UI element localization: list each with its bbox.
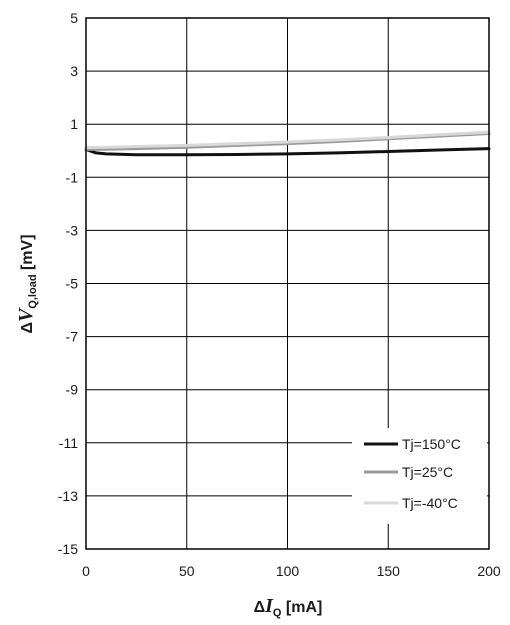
- y-tick-label: -15: [58, 541, 78, 557]
- x-tick-label: 50: [179, 563, 195, 579]
- x-tick-label: 0: [82, 563, 90, 579]
- x-tick-label: 200: [477, 563, 501, 579]
- x-tick-label: 150: [377, 563, 401, 579]
- y-tick-label: 1: [70, 116, 78, 132]
- x-tick-label: 100: [276, 563, 300, 579]
- y-axis-title-subscript: Q,load: [27, 274, 39, 308]
- y-tick-label: -1: [66, 169, 79, 185]
- y-tick-label: -13: [58, 488, 78, 504]
- y-tick-label: -9: [66, 382, 79, 398]
- legend-label-tj-40: Tj=-40°C: [402, 495, 458, 511]
- series-lines: [84, 130, 491, 157]
- y-axis-title-unit: [mV]: [19, 234, 36, 274]
- x-axis-title: ΔIQ [mA]: [254, 595, 323, 619]
- legend-label-tj150: Tj=150°C: [402, 436, 461, 452]
- y-axis-title: ΔVQ,load [mV]: [15, 234, 39, 333]
- y-tick-label: -3: [66, 222, 79, 238]
- legend: Tj=150°C Tj=25°C Tj=-40°C: [352, 428, 487, 524]
- series-line-2: [84, 130, 491, 150]
- series-line-0: [84, 147, 491, 157]
- y-axis-title-prefix: Δ: [19, 322, 36, 334]
- legend-label-tj25: Tj=25°C: [402, 464, 453, 480]
- x-axis-title-variable: I: [264, 595, 274, 617]
- plot-area-border: [85, 17, 490, 550]
- x-axis-title-prefix: Δ: [254, 599, 266, 616]
- y-tick-label: -7: [66, 329, 79, 345]
- x-axis-title-unit: [mA]: [281, 599, 322, 616]
- y-axis-title-variable: V: [15, 307, 37, 322]
- y-tick-label: 3: [70, 63, 78, 79]
- tick-labels: 5 3 1 -1 -3 -5 -7 -9 -11 -13 -150 50 100 150 200: [58, 10, 501, 579]
- y-tick-label: -11: [59, 435, 78, 451]
- y-tick-label: 5: [70, 10, 78, 26]
- y-tick-label: -5: [66, 276, 79, 292]
- x-axis-title-subscript: Q: [273, 607, 282, 619]
